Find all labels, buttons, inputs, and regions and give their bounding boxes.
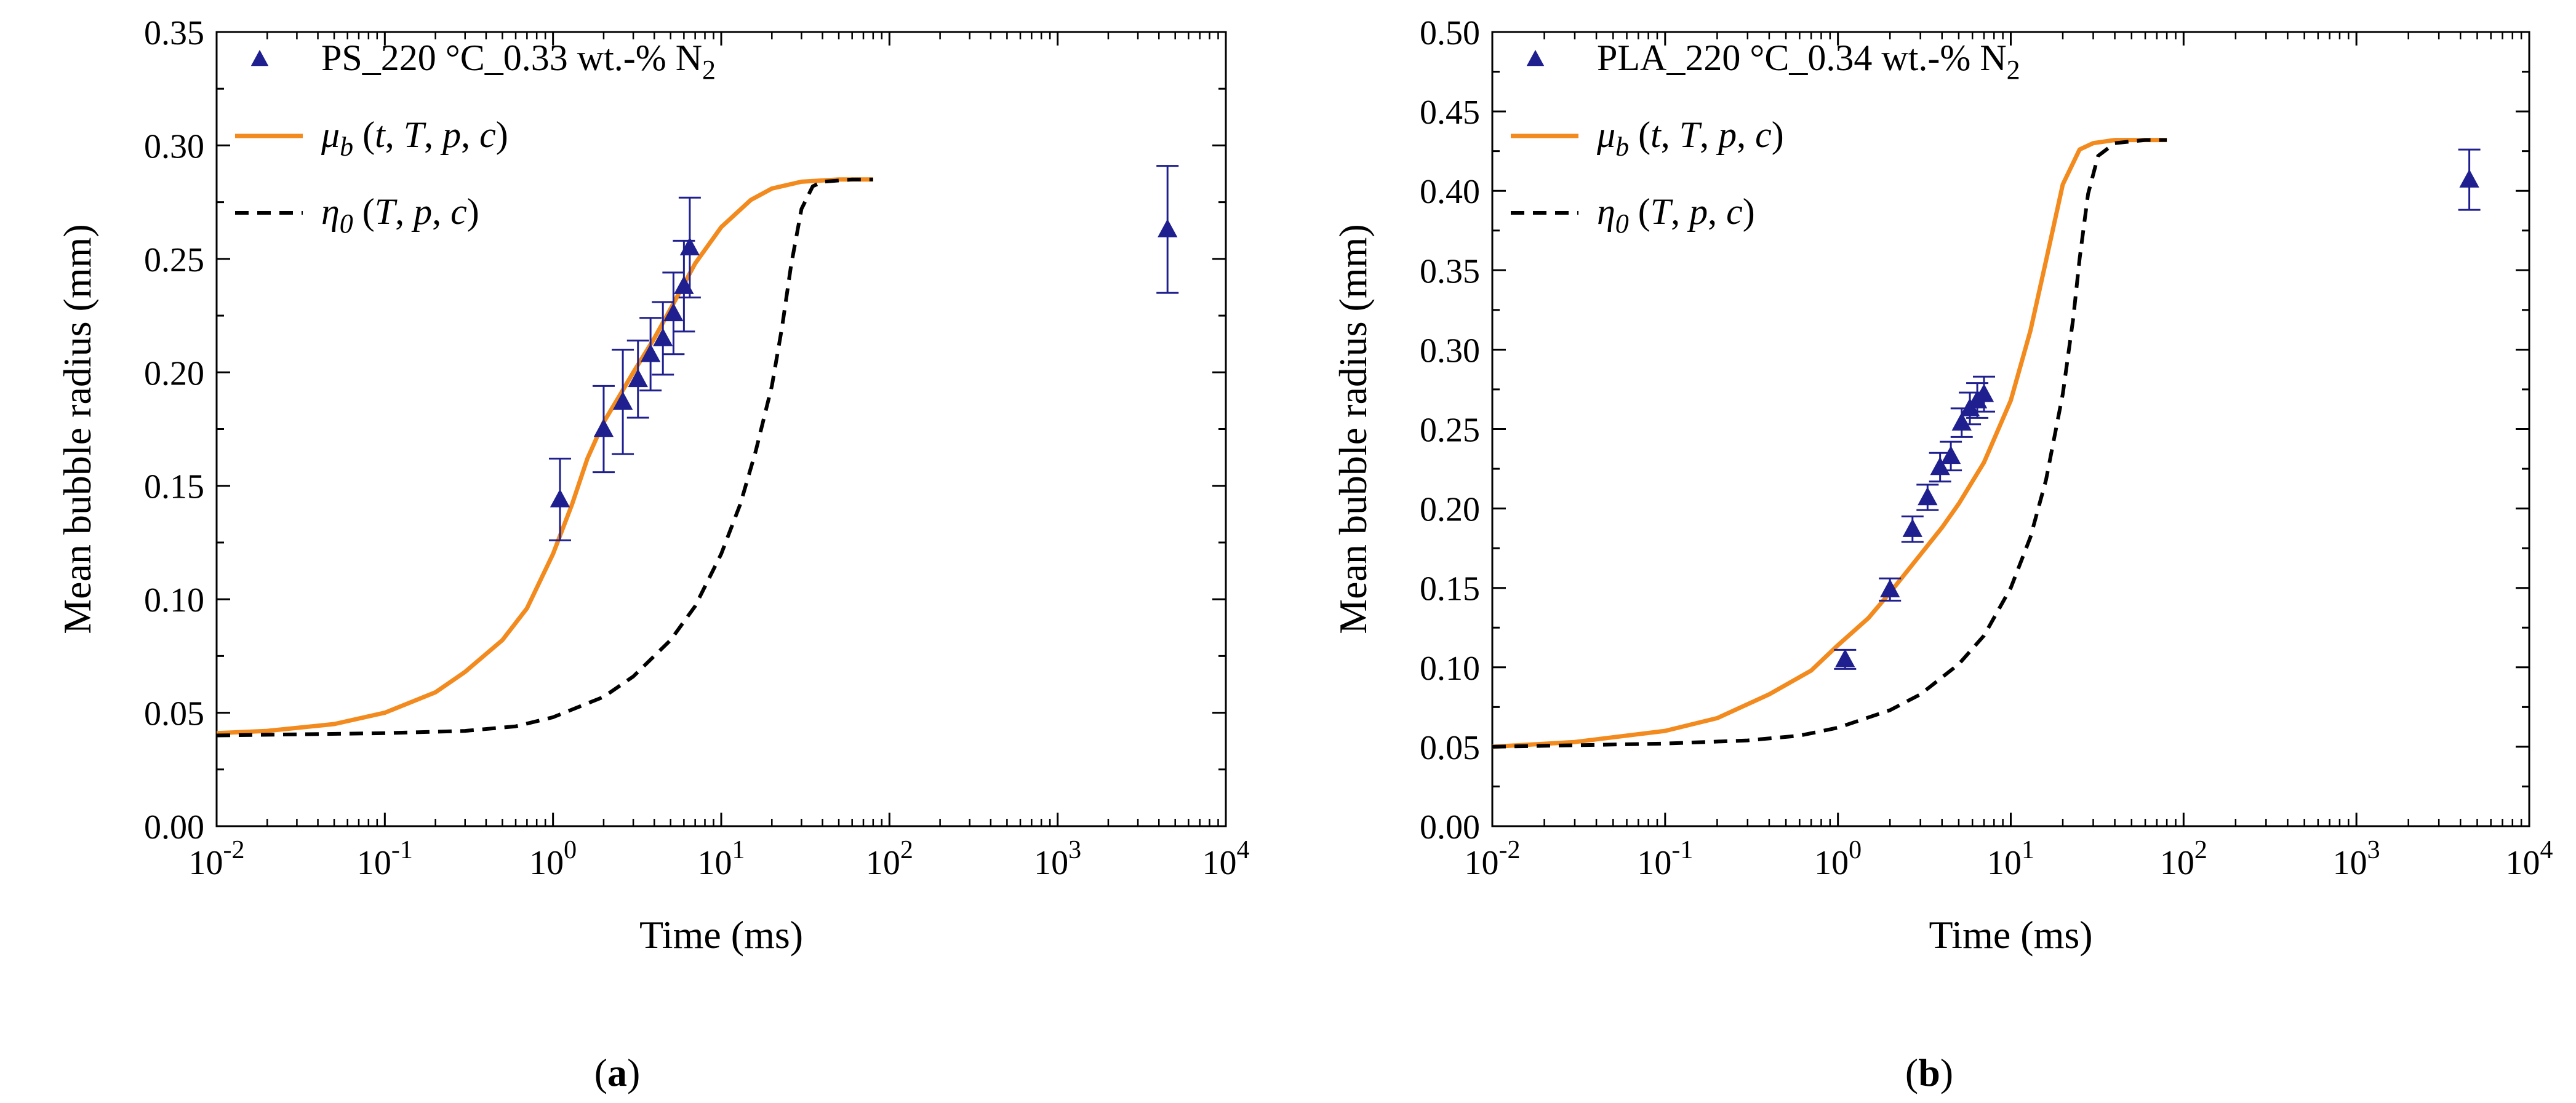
- plot-area: [217, 165, 1179, 738]
- data-point: [2458, 148, 2481, 211]
- data-point: [1879, 577, 1902, 602]
- legend-item: μb (t, T, p, c): [1511, 114, 1784, 162]
- data-point: [1972, 375, 1995, 413]
- data-point: [662, 271, 685, 356]
- triangle-marker: [1918, 487, 1938, 506]
- panel-label: (a): [594, 1051, 641, 1094]
- data-point: [639, 317, 662, 392]
- legend-marker: [1526, 50, 1545, 66]
- x-tick-label: 102: [2160, 836, 2207, 882]
- chart-panel-b: 0.00 0.05 0.10 0.15 0.20 0.25 0.30 0.35 0.40 0.45…: [1331, 14, 2553, 1094]
- legend-item: PS_220 °C_0.33 wt.-% N2: [250, 38, 716, 85]
- data-point: [1156, 165, 1179, 294]
- series-line-mub: [217, 177, 873, 736]
- x-tick-label: 10-2: [1465, 836, 1521, 882]
- y-tick-label: 0.35: [144, 14, 204, 52]
- triangle-marker: [674, 276, 694, 294]
- y-tick-label: 0.30: [144, 127, 204, 165]
- legend-label: η0 (T, p, c): [321, 191, 479, 239]
- series-line-mub: [1492, 138, 2167, 749]
- legend-item: η0 (T, p, c): [235, 191, 479, 239]
- chart-panel-a: 0.00 0.05 0.10 0.15 0.20 0.25 0.30 0.35 10-2 10-1…: [55, 14, 1250, 1094]
- triangle-marker: [628, 368, 648, 388]
- series-line-eta0: [1492, 138, 2167, 749]
- x-tick-label: 10-2: [189, 836, 245, 882]
- y-tick-label: 0.15: [144, 468, 204, 506]
- triangle-marker: [1158, 218, 1178, 237]
- x-tick-label: 101: [1987, 836, 2034, 882]
- triangle-marker: [1880, 579, 1900, 598]
- x-tick-label: 102: [866, 836, 913, 882]
- legend-label: μb (t, T, p, c): [321, 114, 508, 162]
- triangle-marker: [1940, 445, 1961, 464]
- x-tick-label: 103: [1034, 836, 1081, 882]
- data-point: [1834, 648, 1857, 670]
- triangle-marker: [2459, 169, 2479, 188]
- legend-item: μb (t, T, p, c): [235, 114, 508, 162]
- y-tick-label: 0.00: [1420, 808, 1480, 846]
- legend-label: μb (t, T, p, c): [1596, 114, 1784, 162]
- legend-item: PLA_220 °C_0.34 wt.-% N2: [1526, 38, 2020, 85]
- plot-area: [1492, 138, 2481, 749]
- x-tick-label: 104: [2506, 836, 2553, 882]
- triangle-marker: [1951, 412, 1972, 431]
- data-point: [548, 457, 571, 541]
- x-axis-label: Time (ms): [1929, 913, 2092, 957]
- x-tick-label: 10-1: [357, 836, 413, 882]
- triangle-marker: [550, 488, 570, 508]
- data-point: [1940, 440, 1962, 472]
- x-tick-label: 100: [529, 836, 577, 882]
- x-tick-label: 101: [698, 836, 745, 882]
- panel-label: (b): [1905, 1051, 1953, 1094]
- y-tick-label: 0.05: [144, 695, 204, 733]
- data-point: [1916, 484, 1939, 511]
- triangle-marker: [640, 343, 661, 362]
- triangle-marker: [653, 327, 673, 346]
- triangle-marker: [612, 391, 633, 410]
- y-tick-label: 0.15: [1420, 570, 1480, 608]
- triangle-marker: [1835, 648, 1855, 667]
- y-tick-label: 0.25: [1420, 412, 1480, 450]
- y-tick-label: 0.25: [144, 241, 204, 279]
- data-point: [1901, 516, 1924, 543]
- x-axis-label: Time (ms): [639, 913, 803, 957]
- legend-label: η0 (T, p, c): [1597, 191, 1755, 239]
- y-tick-label: 0.00: [144, 808, 204, 846]
- legend: PLA_220 °C_0.34 wt.-% N2 μb (t, T, p, c) η…: [1511, 38, 2020, 239]
- legend-item: η0 (T, p, c): [1511, 191, 1755, 239]
- legend-marker: [250, 50, 269, 66]
- x-tick-label: 104: [1202, 836, 1250, 882]
- y-tick-label: 0.30: [1420, 332, 1480, 370]
- data-point: [652, 301, 674, 376]
- y-axis-label: Mean bubble radius (mm): [1331, 224, 1375, 634]
- y-axis-label: Mean bubble radius (mm): [55, 224, 99, 634]
- x-tick-label: 100: [1814, 836, 1862, 882]
- x-tick-label: 10-1: [1637, 836, 1693, 882]
- triangle-marker: [1902, 519, 1922, 537]
- y-tick-label: 0.10: [1420, 650, 1480, 688]
- legend-label: PS_220 °C_0.33 wt.-% N2: [321, 38, 716, 85]
- series-line-eta0: [217, 177, 873, 738]
- y-tick-label: 0.35: [1420, 252, 1480, 290]
- y-tick-label: 0.20: [144, 354, 204, 392]
- data-point: [678, 196, 701, 299]
- legend: PS_220 °C_0.33 wt.-% N2 μb (t, T, p, c) η0…: [235, 38, 716, 239]
- y-tick-label: 0.50: [1420, 14, 1480, 52]
- triangle-marker: [1974, 383, 1994, 402]
- data-point: [612, 348, 634, 455]
- data-point: [592, 384, 615, 474]
- y-tick-label: 0.45: [1420, 94, 1480, 132]
- y-tick-label: 0.20: [1420, 491, 1480, 529]
- y-tick-label: 0.05: [1420, 729, 1480, 767]
- x-tick-label: 103: [2333, 836, 2380, 882]
- triangle-marker: [593, 418, 614, 437]
- y-tick-label: 0.10: [144, 581, 204, 619]
- triangle-marker: [663, 303, 684, 322]
- legend-label: PLA_220 °C_0.34 wt.-% N2: [1597, 38, 2020, 85]
- data-point: [626, 340, 649, 419]
- y-tick-label: 0.40: [1420, 173, 1480, 211]
- triangle-marker: [679, 237, 700, 256]
